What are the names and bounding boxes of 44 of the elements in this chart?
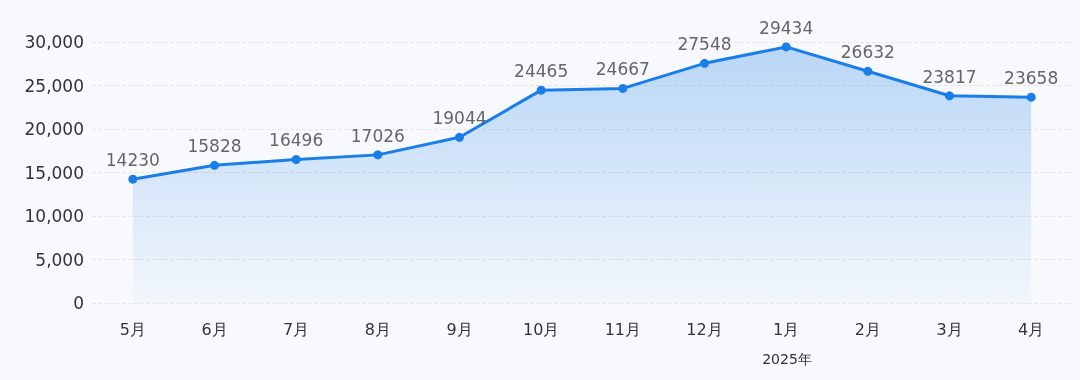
x-tick-label: 1月 [773, 319, 800, 339]
data-label: 29434 [759, 17, 814, 38]
data-label: 16496 [269, 130, 324, 151]
point [128, 174, 138, 184]
data-label: 14230 [105, 150, 160, 171]
y-tick-label: 0 [73, 293, 84, 313]
point [1026, 92, 1036, 102]
data-label: 26632 [840, 42, 895, 63]
x-tick-label: 3月 [936, 319, 963, 339]
data-label: 15828 [187, 136, 242, 157]
data-label: 17026 [350, 125, 405, 146]
x-tick-label: 7月 [283, 319, 310, 339]
point [210, 160, 219, 170]
point [863, 66, 873, 76]
x-tick-label: 12月 [686, 319, 723, 339]
data-label: 24465 [514, 61, 569, 82]
point [781, 42, 791, 52]
x-tick-label: 10月 [522, 319, 560, 339]
y-tick-label: 30,000 [24, 32, 84, 52]
data-label: 19044 [432, 108, 487, 129]
x-tick-label: 6月 [201, 319, 228, 339]
point [945, 91, 954, 101]
y-tick-label: 25,000 [24, 75, 84, 96]
point [373, 150, 383, 160]
text: 2025年 [762, 351, 812, 367]
x-tick-label: 8月 [364, 319, 391, 339]
x-tick-label: 5月 [119, 319, 146, 339]
point [455, 132, 464, 142]
y-tick-label: 15,000 [24, 162, 84, 183]
y-tick-label: 20,000 [24, 119, 84, 139]
point [291, 154, 301, 164]
point [618, 83, 628, 93]
x-tick-label: 2月 [854, 319, 881, 339]
data-label: 23817 [922, 66, 977, 87]
data-label: 23658 [1004, 68, 1059, 89]
x-tick-label: 4月 [1018, 319, 1045, 339]
point [700, 58, 709, 68]
y-tick-label: 10,000 [24, 206, 84, 226]
data-label: 24667 [595, 59, 650, 80]
point [536, 85, 546, 95]
x-tick-label: 9月 [446, 319, 473, 339]
x-tick-label: 11月 [604, 319, 642, 339]
y-tick-label: 5,000 [35, 249, 84, 270]
data-label: 27548 [677, 34, 732, 55]
